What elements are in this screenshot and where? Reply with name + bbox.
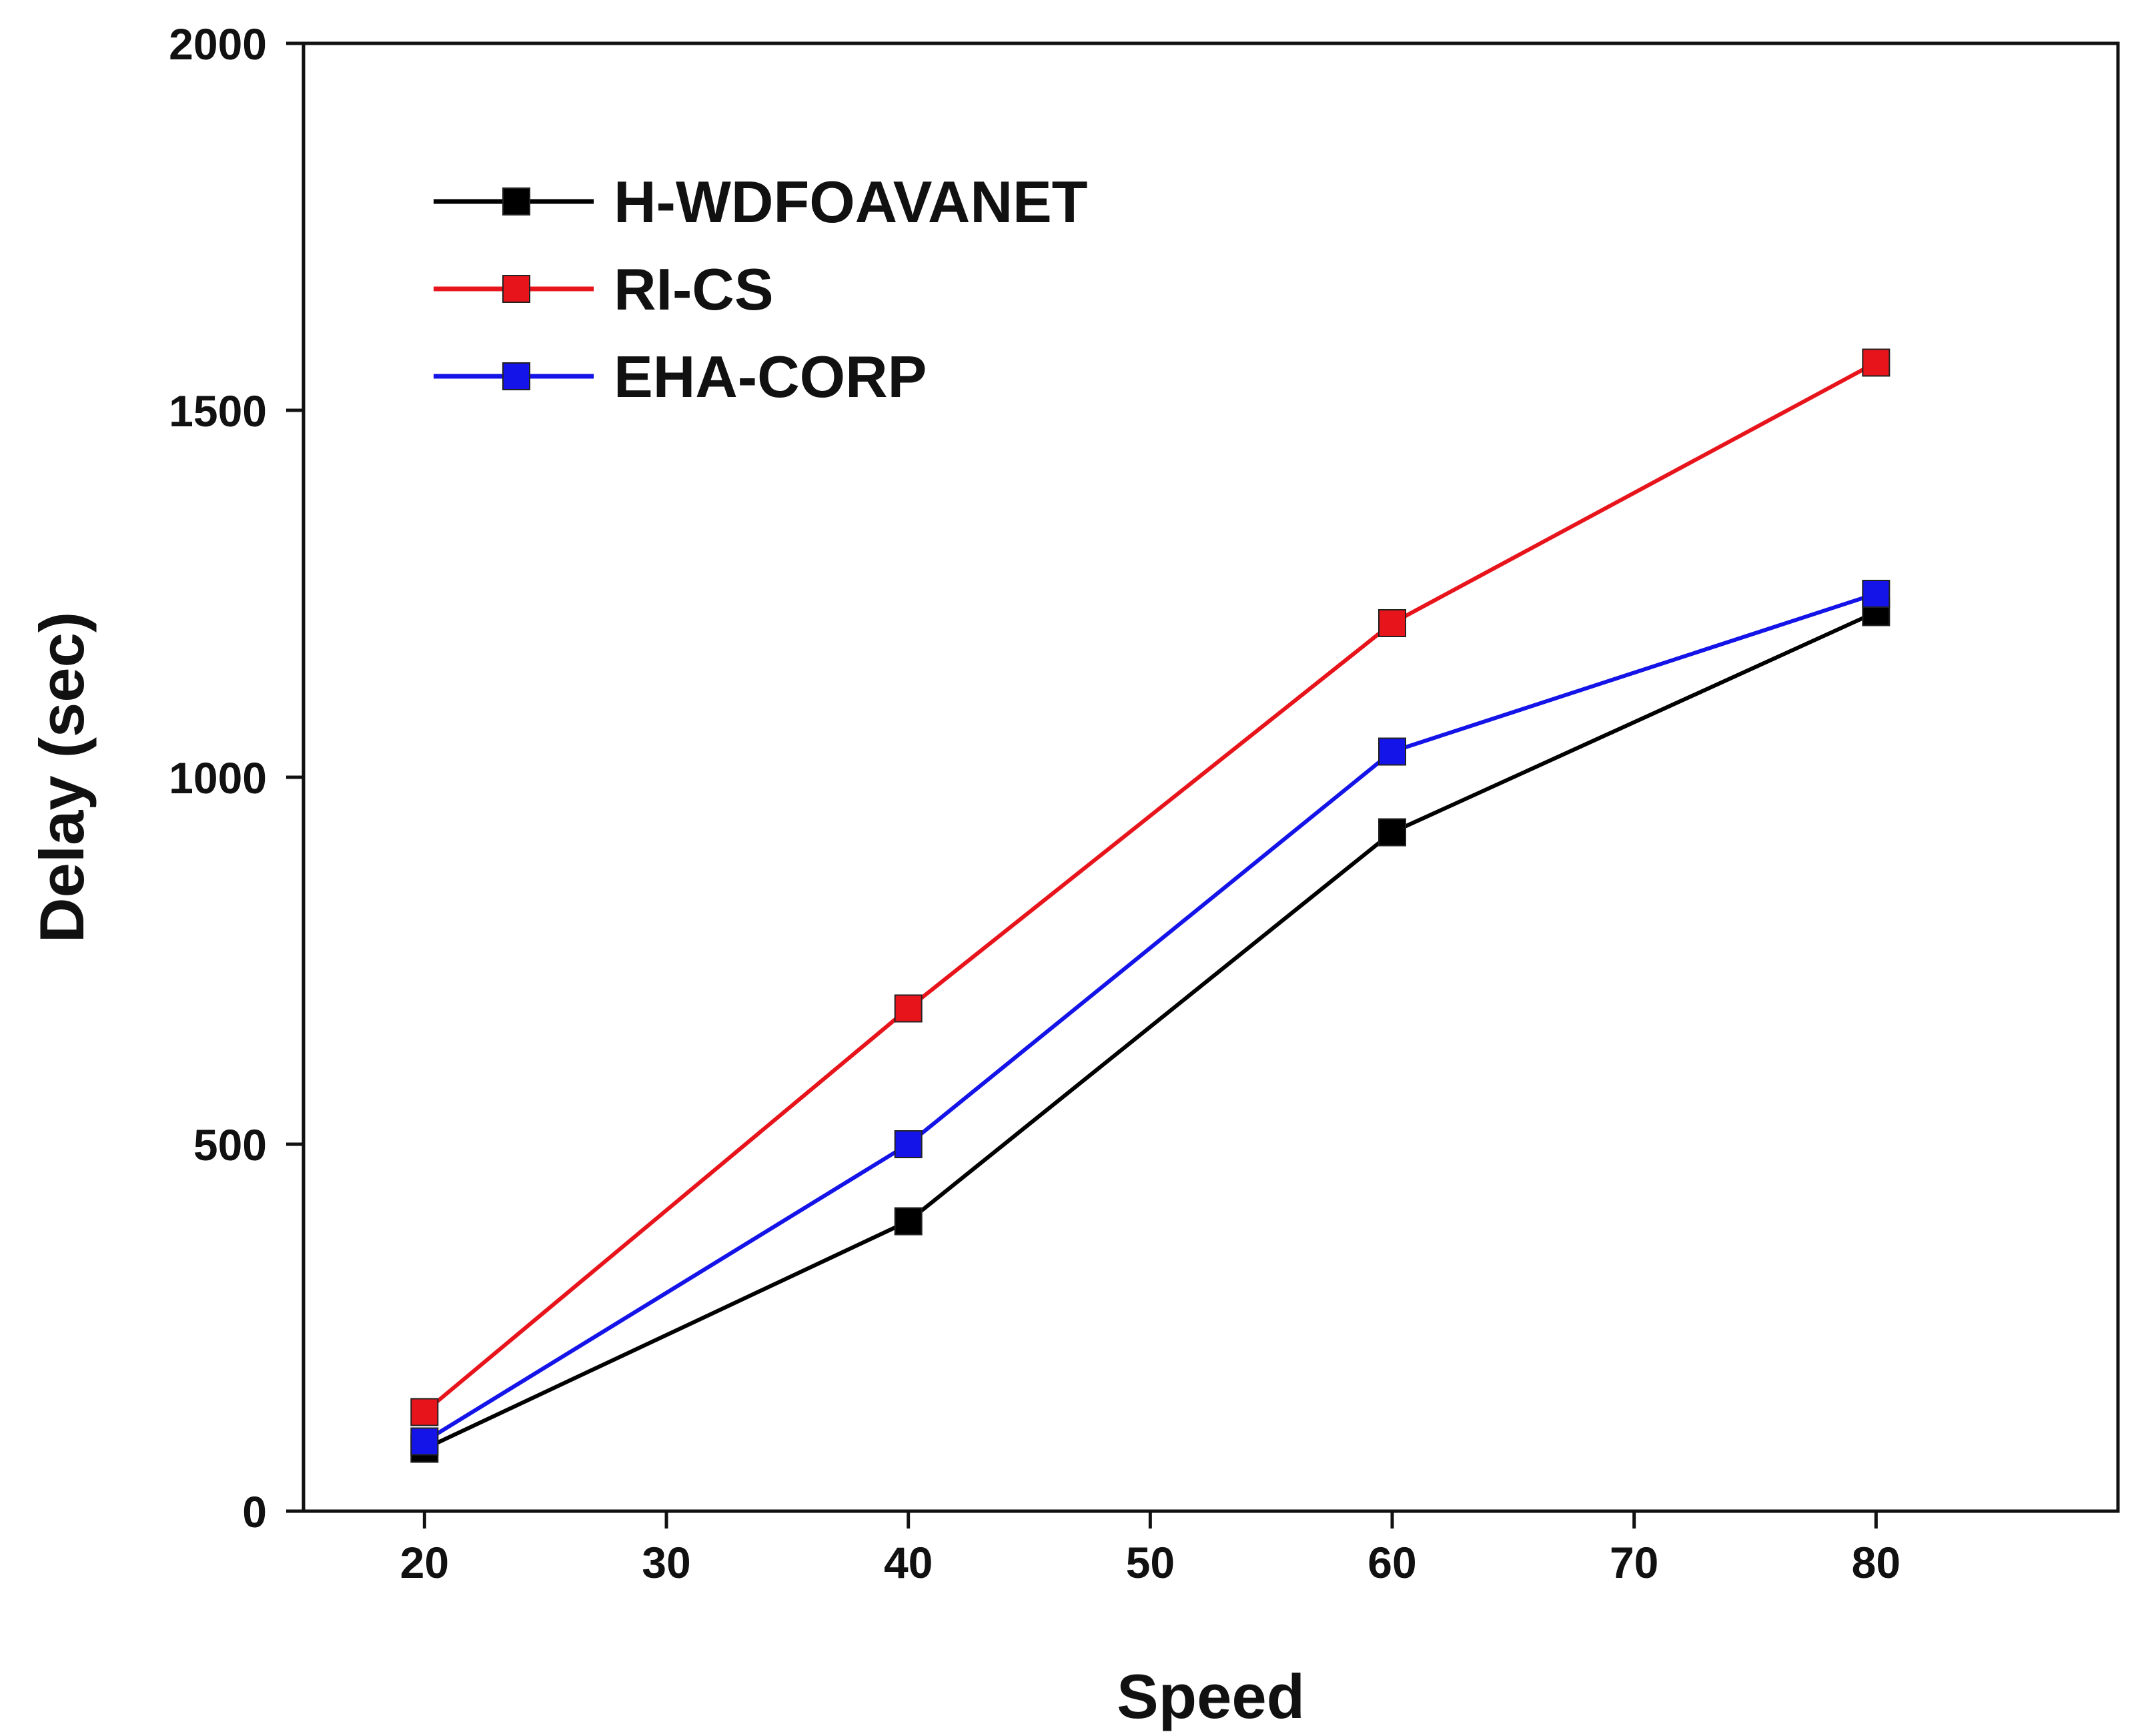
data-point-marker <box>1378 609 1406 637</box>
data-point-marker <box>1862 580 1891 608</box>
data-point-marker <box>894 1130 923 1158</box>
y-tick-label: 2000 <box>169 19 267 69</box>
data-point-marker <box>410 1398 439 1426</box>
x-axis-ticks: 20 30 40 50 60 70 80 <box>400 1511 1901 1587</box>
x-tick-label: 20 <box>400 1538 449 1587</box>
x-tick-label: 70 <box>1610 1538 1658 1587</box>
series-eha-corp <box>410 580 1891 1456</box>
data-point-marker <box>1378 818 1406 847</box>
legend-marker <box>502 275 530 303</box>
legend-label: H-WDFOAVANET <box>614 169 1087 235</box>
x-tick-label: 30 <box>642 1538 690 1587</box>
y-tick-label: 0 <box>242 1487 267 1537</box>
series-group <box>410 348 1891 1463</box>
data-point-marker <box>1378 737 1406 766</box>
x-axis-title: Speed <box>1117 1661 1305 1731</box>
legend-marker <box>502 362 530 390</box>
y-axis-ticks: 0 500 1000 1500 2000 <box>169 19 304 1537</box>
data-point-marker <box>894 1207 923 1236</box>
series-line <box>423 592 1877 1444</box>
legend-item: RI-CS <box>434 256 774 322</box>
legend: H-WDFOAVANET RI-CS EHA-CORP <box>434 169 1087 410</box>
legend-label: EHA-CORP <box>614 344 927 410</box>
x-tick-label: 60 <box>1368 1538 1416 1587</box>
series-ri-cs <box>410 348 1891 1426</box>
x-tick-label: 50 <box>1126 1538 1175 1587</box>
series-line <box>424 610 1877 1451</box>
legend-item: H-WDFOAVANET <box>434 169 1087 235</box>
plot-area-frame <box>302 41 2120 1513</box>
x-tick-label: 40 <box>884 1538 933 1587</box>
legend-marker <box>502 187 530 215</box>
x-tick-label: 80 <box>1852 1538 1901 1587</box>
data-point-marker <box>894 994 923 1023</box>
data-point-marker <box>1862 348 1891 377</box>
series-line <box>423 360 1877 1414</box>
y-tick-label: 1000 <box>169 753 267 803</box>
data-point-marker <box>410 1427 439 1456</box>
y-tick-label: 1500 <box>169 386 267 436</box>
y-axis-title: Delay (sec) <box>27 612 97 943</box>
legend-item: EHA-CORP <box>434 344 927 410</box>
legend-label: RI-CS <box>614 256 774 322</box>
y-tick-label: 500 <box>193 1120 267 1170</box>
